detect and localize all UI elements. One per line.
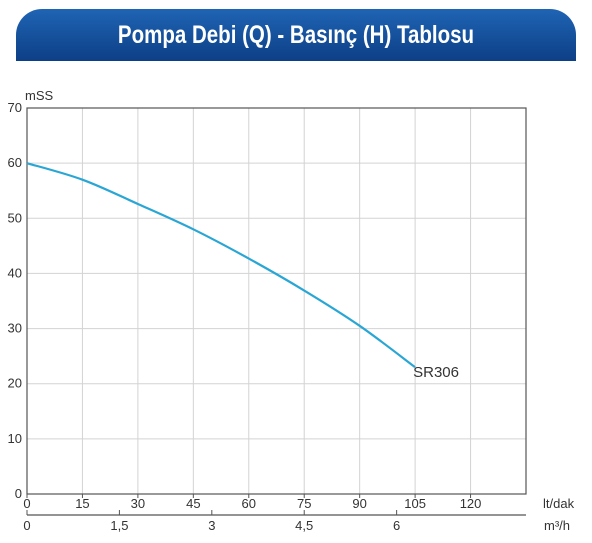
- series-group: SR306: [26, 162, 459, 381]
- y-tick-label: 20: [8, 376, 22, 391]
- x2-tick-label: 4,5: [295, 518, 313, 533]
- x-tick-label: 60: [242, 496, 256, 511]
- y-tick-label: 60: [8, 155, 22, 170]
- y-tick-label: 30: [8, 321, 22, 336]
- y-axis-label: mSS: [25, 88, 54, 103]
- y-tick-label: 40: [8, 265, 22, 280]
- y-tick-label: 50: [8, 210, 22, 225]
- series-label: SR306: [413, 364, 459, 381]
- grid-lines: [26, 108, 526, 515]
- tick-labels: 0 10 20 30 40 50 60 70 0 15 30 45 60 75 90 105 120 0 1,5 3 4…: [8, 100, 482, 533]
- x-tick-label: 0: [23, 496, 30, 511]
- x-tick-label: 75: [297, 496, 311, 511]
- x-tick-label: 30: [131, 496, 145, 511]
- x-tick-label: 90: [352, 496, 366, 511]
- y-tick-label: 10: [8, 431, 22, 446]
- title-banner: Pompa Debi (Q) - Basınç (H) Tablosu: [16, 9, 576, 61]
- x-tick-label: 105: [404, 496, 426, 511]
- x2-tick-label: 0: [23, 518, 30, 533]
- x2-tick-label: 6: [393, 518, 400, 533]
- x-tick-label: 120: [460, 496, 482, 511]
- series-line-sr306: [26, 162, 416, 369]
- x-tick-label: 45: [186, 496, 200, 511]
- y-tick-label: 70: [8, 100, 22, 115]
- x-tick-label: 15: [75, 496, 89, 511]
- x-axis-unit-label: lt/dak: [543, 496, 575, 511]
- chart-title: Pompa Debi (Q) - Basınç (H) Tablosu: [117, 21, 475, 49]
- y-tick-label: 0: [15, 486, 22, 501]
- secondary-x-axis-unit-label: m³/h: [544, 518, 570, 533]
- plot-frame: [26, 107, 527, 495]
- x2-tick-label: 1,5: [110, 518, 128, 533]
- x2-tick-label: 3: [208, 518, 215, 533]
